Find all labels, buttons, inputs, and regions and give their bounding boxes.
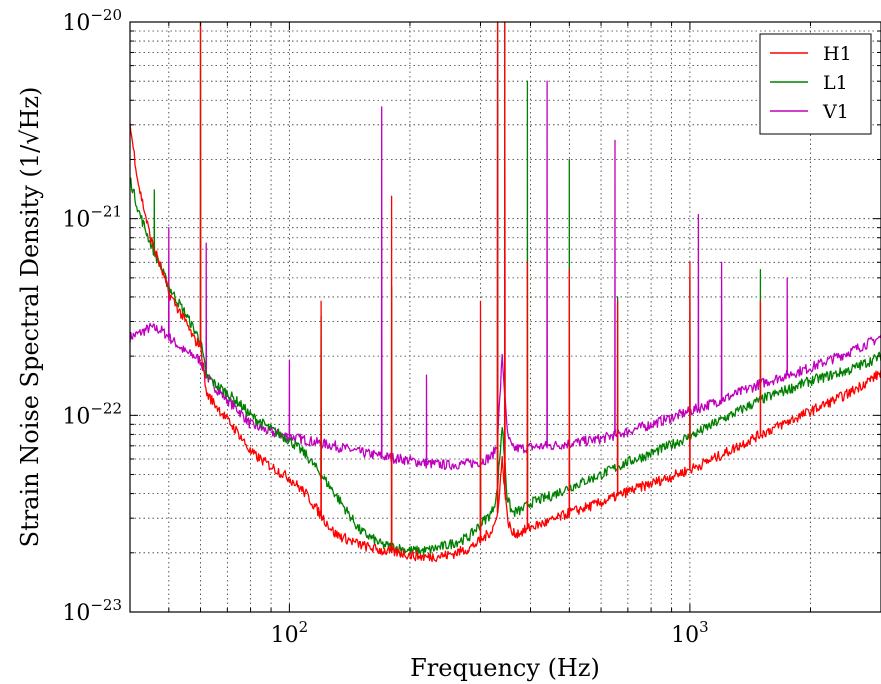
axis-ticks bbox=[129, 21, 881, 613]
tick-labels: 102 103 10−23 10−22 10−21 10−20 bbox=[62, 6, 708, 648]
y-tick-label: 10−23 bbox=[62, 596, 122, 626]
y-tick-label: 10−21 bbox=[62, 203, 122, 233]
legend-label-v1: V1 bbox=[822, 101, 849, 123]
legend-box bbox=[759, 33, 872, 135]
y-axis-label: Strain Noise Spectral Density (1/√Hz) bbox=[16, 87, 44, 548]
x-axis-label: Frequency (Hz) bbox=[410, 654, 600, 682]
y-tick-label: 10−20 bbox=[62, 6, 122, 36]
series-lines bbox=[129, 21, 881, 563]
x-tick-label: 103 bbox=[671, 618, 709, 648]
series-line-h1 bbox=[129, 21, 881, 563]
legend: H1 L1 V1 bbox=[759, 33, 872, 135]
legend-label-l1: L1 bbox=[823, 72, 848, 94]
legend-label-h1: H1 bbox=[823, 43, 852, 65]
y-tick-label: 10−22 bbox=[62, 399, 122, 429]
plot-area-frame bbox=[129, 21, 881, 613]
grid-lines bbox=[129, 21, 881, 613]
x-tick-label: 102 bbox=[271, 618, 309, 648]
